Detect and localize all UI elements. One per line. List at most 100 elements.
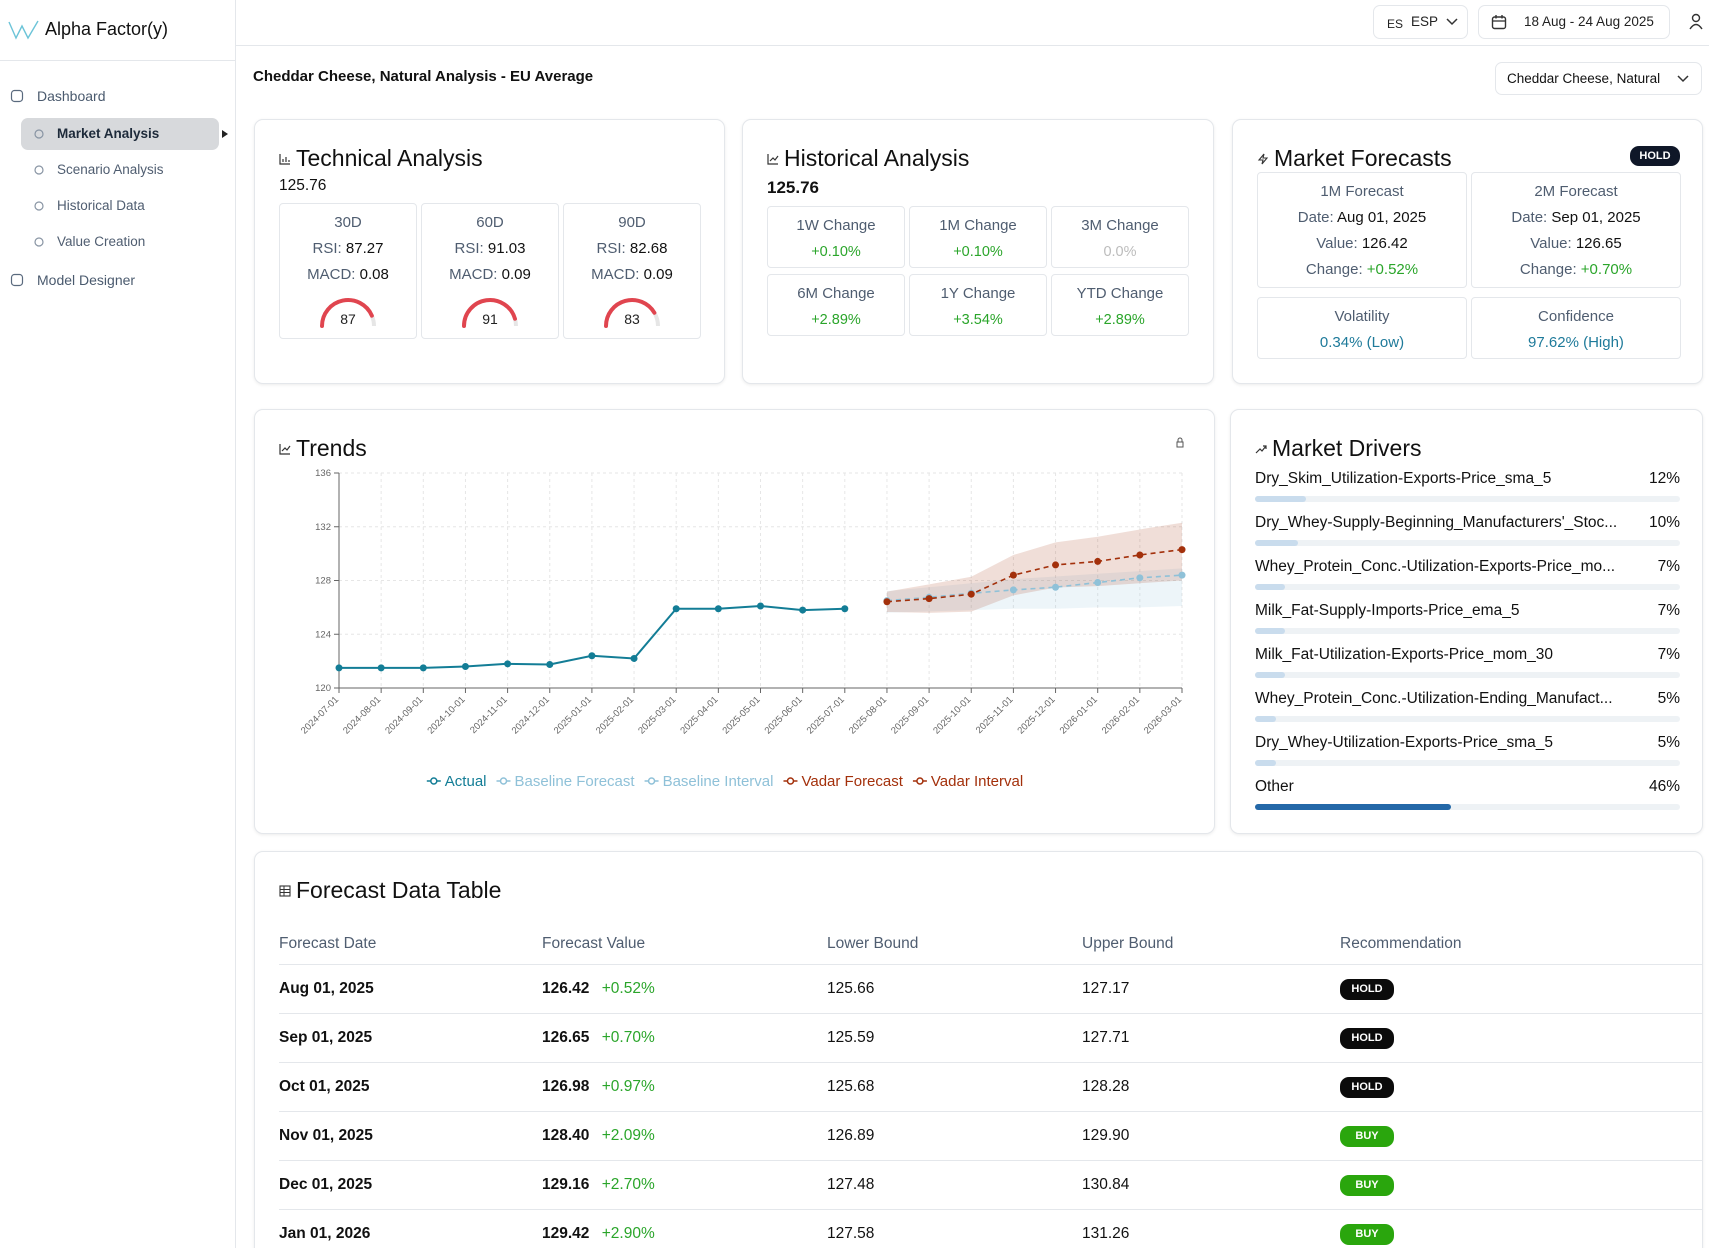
rsi-line: RSI: 87.27 <box>280 236 416 262</box>
point <box>419 664 427 672</box>
forecast-value: 128.40 <box>542 1127 590 1144</box>
icon <box>1255 445 1267 454</box>
card-title: Market Forecasts <box>1257 144 1452 172</box>
nav-section[interactable]: Dashboard <box>0 82 236 110</box>
change-label: 1Y Change <box>940 285 1016 302</box>
point <box>883 598 891 606</box>
x-tick-label: 2025-09-01 <box>889 694 931 736</box>
driver-bar <box>1255 760 1277 766</box>
point <box>1178 546 1186 554</box>
cell-lower: 125.59 <box>827 1029 875 1046</box>
cell-lower: 125.66 <box>827 980 875 997</box>
driver-bar <box>1255 716 1277 722</box>
forecast-value: Value: 126.65 <box>1472 231 1680 257</box>
nav-section[interactable]: Model Designer <box>0 266 236 294</box>
table-header: Forecast Value <box>542 935 646 952</box>
tech-box: 90D RSI: 82.68 MACD: 0.09 83 <box>563 203 701 339</box>
point <box>1136 551 1144 559</box>
card-title-text: Market Forecasts <box>1274 145 1452 171</box>
nav-item[interactable]: Value Creation <box>0 224 236 260</box>
legend-label: Baseline Forecast <box>515 773 636 790</box>
change-label: Change: <box>1305 261 1363 278</box>
icon-shape <box>10 273 24 287</box>
gauge-label: 87 <box>340 311 356 327</box>
tech-box: 30D RSI: 87.27 MACD: 0.08 87 <box>279 203 417 339</box>
badge: HOLD <box>1630 146 1680 166</box>
forecast-change: +2.90% <box>601 1225 655 1242</box>
card-title: Market Drivers <box>1255 434 1422 462</box>
recommendation-badge: BUY <box>1340 1224 1394 1245</box>
x-tick-label: 2025-10-01 <box>931 694 973 736</box>
driver-row: Dry_Whey-Utilization-Exports-Price_sma_5… <box>1255 732 1680 776</box>
product-select[interactable]: Cheddar Cheese, Natural <box>1495 62 1702 95</box>
chart: 2024-07-01 2024-08-01 2024-09-01 2024-10-01… <box>299 437 1186 790</box>
driver-name: Milk_Fat-Utilization-Exports-Price_mom_3… <box>1255 646 1554 663</box>
card-title-text: Historical Analysis <box>784 145 970 171</box>
point <box>504 660 512 668</box>
gauge: 87 <box>320 298 376 328</box>
nav-group: Model Designer <box>0 266 236 294</box>
nav-icon <box>34 129 44 139</box>
driver-track <box>1255 628 1680 634</box>
driver-name: Whey_Protein_Conc.-Utilization-Ending_Ma… <box>1255 690 1613 707</box>
forecast-title: 2M Forecast <box>1534 183 1618 200</box>
date-picker[interactable]: 18 Aug - 24 Aug 2025 <box>1478 5 1670 39</box>
card-title: Forecast Data Table <box>279 876 501 904</box>
macd-value: 0.09 <box>501 266 531 283</box>
nav-section-label: Model Designer <box>37 272 136 288</box>
driver-row: Dry_Skim_Utilization-Exports-Price_sma_5… <box>1255 468 1680 512</box>
nav-item[interactable]: Scenario Analysis <box>0 152 236 188</box>
rsi-line: RSI: 91.03 <box>422 236 558 262</box>
user-icon[interactable] <box>1688 13 1704 31</box>
lock-icon[interactable] <box>1176 441 1184 448</box>
legend-dot <box>786 777 795 785</box>
change-value: +2.89% <box>811 312 861 328</box>
point <box>1052 561 1060 569</box>
gauge-label: 83 <box>624 311 640 327</box>
driver-pct: 12% <box>1648 470 1680 487</box>
card-title-text: Market Drivers <box>1272 435 1422 461</box>
recommendation-badge: HOLD <box>1340 1028 1394 1049</box>
logo[interactable]: Alpha Factor(y) <box>0 0 236 61</box>
date-label: Date: <box>1511 209 1548 226</box>
card-title-text: Trends <box>296 435 367 461</box>
table-header: Recommendation <box>1340 935 1462 952</box>
change-value: +0.52% <box>1366 261 1419 278</box>
recommendation-badge: BUY <box>1340 1126 1394 1147</box>
table-row: Nov 01, 2025 128.40 +2.09% 126.89 129.90 BUY <box>279 1111 1702 1160</box>
tech-box: 60D RSI: 91.03 MACD: 0.09 91 <box>421 203 559 339</box>
macd-line: MACD: 0.09 <box>564 262 700 288</box>
change-label: 3M Change <box>1081 217 1159 234</box>
point <box>546 660 554 668</box>
language-select[interactable]: ES ESP <box>1373 5 1468 39</box>
cell-date: Oct 01, 2025 <box>279 1078 370 1095</box>
macd-label: MACD: <box>591 266 640 283</box>
nav-item[interactable]: Market Analysis <box>0 116 236 152</box>
legend-label: Actual <box>445 773 487 790</box>
drivers-card: Market Drivers Dry_Skim_Utilization-Expo… <box>1230 409 1703 834</box>
gauge-arc <box>462 298 517 328</box>
x-tick-label: 2026-02-01 <box>1100 694 1142 736</box>
legend-dot <box>916 777 924 785</box>
card-title: Historical Analysis <box>767 144 969 172</box>
change-label: 6M Change <box>797 285 875 302</box>
card-title-text: Technical Analysis <box>296 145 483 171</box>
gauge-label: 91 <box>482 311 498 327</box>
nav-icon <box>34 201 44 211</box>
nav-item-label: Value Creation <box>57 234 146 249</box>
macd-label: MACD: <box>307 266 356 283</box>
driver-track <box>1255 760 1680 766</box>
point <box>757 602 764 610</box>
nav-item[interactable]: Historical Data <box>0 188 236 224</box>
icon-shape <box>34 201 44 211</box>
y-tick-label: 120 <box>315 683 331 694</box>
driver-row: Dry_Whey-Supply-Beginning_Manufacturers'… <box>1255 512 1680 556</box>
interval-band <box>886 522 1182 613</box>
point <box>1009 571 1017 579</box>
change-label: 1M Change <box>939 217 1017 234</box>
y-tick-label: 132 <box>315 522 331 533</box>
driver-bar <box>1255 496 1306 502</box>
calendar-icon <box>1491 15 1507 30</box>
topbar: ES ESP 18 Aug - 24 Aug 2025 <box>236 0 1709 46</box>
driver-row: Milk_Fat-Utilization-Exports-Price_mom_3… <box>1255 644 1680 688</box>
